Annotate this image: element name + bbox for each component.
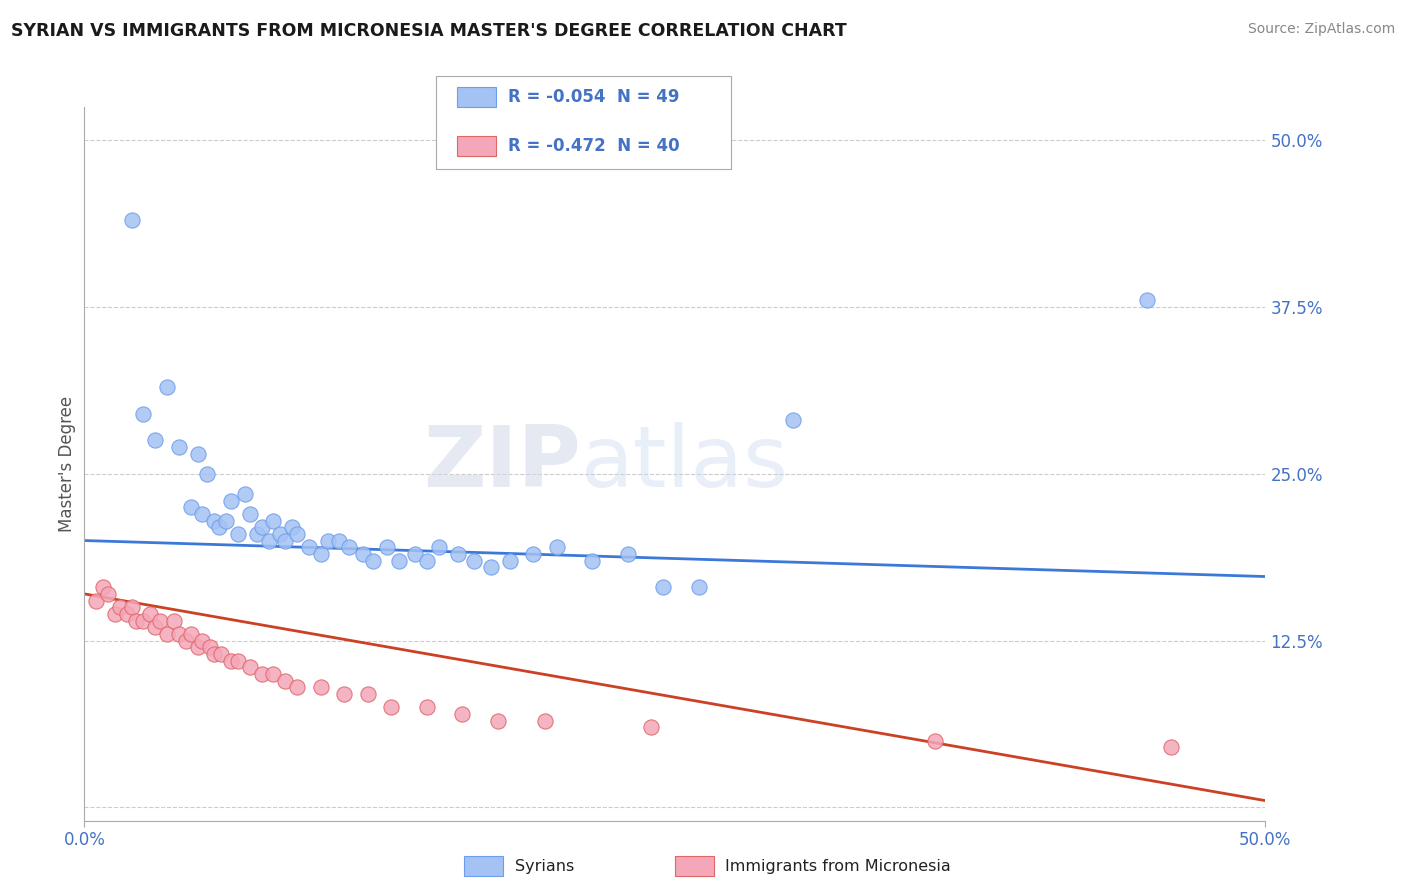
Point	[246, 527, 269, 541]
Point	[337, 540, 360, 554]
Point	[479, 560, 502, 574]
Point	[380, 700, 402, 714]
Point	[333, 687, 356, 701]
Point	[132, 614, 155, 628]
Point	[115, 607, 138, 621]
Point	[1136, 293, 1159, 308]
Point	[202, 647, 225, 661]
Point	[209, 647, 232, 661]
Point	[285, 527, 308, 541]
Point	[250, 667, 273, 681]
Point	[486, 714, 509, 728]
Point	[782, 413, 804, 427]
Point	[143, 620, 166, 634]
Point	[640, 720, 662, 734]
Point	[208, 520, 231, 534]
Point	[180, 627, 202, 641]
Point	[924, 733, 946, 747]
Point	[191, 507, 214, 521]
Point	[257, 533, 280, 548]
Point	[121, 213, 143, 227]
Point	[174, 633, 197, 648]
Y-axis label: Master's Degree: Master's Degree	[58, 396, 76, 532]
Point	[463, 553, 485, 567]
Text: Immigrants from Micronesia: Immigrants from Micronesia	[725, 859, 952, 873]
Point	[375, 540, 398, 554]
Point	[546, 540, 568, 554]
Point	[446, 547, 468, 561]
Point	[156, 380, 179, 394]
Text: ZIP: ZIP	[423, 422, 581, 506]
Point	[132, 407, 155, 421]
Point	[416, 700, 439, 714]
Point	[180, 500, 202, 515]
Point	[219, 654, 242, 668]
Point	[226, 654, 249, 668]
Point	[91, 580, 114, 594]
Point	[522, 547, 544, 561]
Point	[226, 527, 249, 541]
Point	[104, 607, 127, 621]
Point	[309, 680, 332, 694]
Point	[108, 600, 131, 615]
Text: R = -0.054  N = 49: R = -0.054 N = 49	[508, 88, 679, 106]
Point	[167, 627, 190, 641]
Point	[250, 520, 273, 534]
Point	[262, 514, 284, 528]
Point	[416, 553, 439, 567]
Point	[616, 547, 638, 561]
Point	[195, 467, 218, 481]
Point	[163, 614, 186, 628]
Point	[404, 547, 426, 561]
Point	[316, 533, 339, 548]
Point	[274, 673, 297, 688]
Point	[239, 660, 262, 674]
Point	[198, 640, 221, 655]
Point	[233, 487, 256, 501]
Point	[451, 706, 474, 721]
Point	[215, 514, 238, 528]
Point	[149, 614, 172, 628]
Point	[269, 527, 291, 541]
Point	[187, 447, 209, 461]
Point	[285, 680, 308, 694]
Point	[274, 533, 297, 548]
Point	[328, 533, 350, 548]
Point	[191, 633, 214, 648]
Point	[427, 540, 450, 554]
Point	[202, 514, 225, 528]
Point	[688, 580, 710, 594]
Point	[262, 667, 284, 681]
Point	[534, 714, 557, 728]
Point	[84, 593, 107, 607]
Point	[357, 687, 380, 701]
Point	[97, 587, 120, 601]
Point	[121, 600, 143, 615]
Text: Source: ZipAtlas.com: Source: ZipAtlas.com	[1247, 22, 1395, 37]
Point	[156, 627, 179, 641]
Point	[139, 607, 162, 621]
Point	[352, 547, 374, 561]
Point	[281, 520, 304, 534]
Point	[309, 547, 332, 561]
Point	[652, 580, 675, 594]
Point	[239, 507, 262, 521]
Point	[581, 553, 603, 567]
Point	[125, 614, 148, 628]
Text: atlas: atlas	[581, 422, 789, 506]
Point	[1160, 740, 1182, 755]
Point	[143, 434, 166, 448]
Point	[361, 553, 384, 567]
Text: R = -0.472  N = 40: R = -0.472 N = 40	[508, 137, 679, 155]
Point	[298, 540, 321, 554]
Point	[187, 640, 209, 655]
Text: Syrians: Syrians	[515, 859, 574, 873]
Point	[219, 493, 242, 508]
Point	[387, 553, 409, 567]
Text: SYRIAN VS IMMIGRANTS FROM MICRONESIA MASTER'S DEGREE CORRELATION CHART: SYRIAN VS IMMIGRANTS FROM MICRONESIA MAS…	[11, 22, 846, 40]
Point	[167, 440, 190, 454]
Point	[498, 553, 520, 567]
